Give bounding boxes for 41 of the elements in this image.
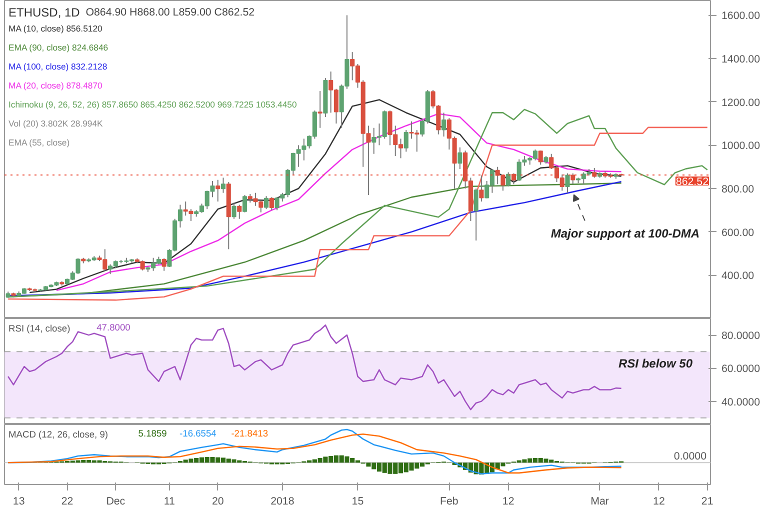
y-tick-label: 80.0000 [722,330,760,342]
text: 5.1859 [138,428,167,438]
annotation: 0.0000 [674,450,707,463]
annotation: EMA (55, close) [8,138,70,148]
x-tick-label: Dec [106,496,126,508]
x-tick-label: 21 [701,496,714,508]
x-tick-label: Feb [440,496,458,508]
series-label: -16.6554 [180,428,216,438]
x-tick-label: 13 [12,496,25,508]
text: RSI (14, close) [8,324,70,334]
annotation: Major support at 100-DMA [550,226,700,241]
y-tick-label: 1600.00 [722,10,760,22]
chart-title: MACD (12, 26, close, 9) [8,430,108,440]
text: MA (20, close) 878.4870 [8,80,103,90]
annotation: RSI below 50 [618,356,693,370]
y-tick-label: 600.00 [722,226,754,239]
y-tick-label: 400.00 [722,270,754,282]
chart-title: ETHUSD, 1D [8,6,80,20]
x-tick-label: 12 [653,496,665,508]
x-tick-label: 20 [212,496,224,508]
x-tick-label: 11 [164,496,176,508]
y-tick-label: 1400.00 [722,54,760,66]
x-tick-label: Mar [590,496,610,508]
y-tick-label: 1200.00 [722,96,760,109]
text: Ichimoku (9, 26, 52, 26) 857.8650 865.4250 862.5200 969.7225 1053.4450 [8,100,297,110]
annotation: Vol (20) 3.802K 28.994K [8,118,104,128]
x-tick-label: 15 [352,496,364,508]
text: EMA (90, close) 824.6846 [8,42,108,52]
y-tick-label: 800.00 [722,184,754,196]
y-tick-label: 1000.00 [722,140,760,152]
series-label: -21.8413 [231,428,268,438]
x-tick-label: 22 [61,496,74,508]
x-tick-label: 12 [502,496,514,508]
text: MA (10, close) 856.5120 [8,24,103,34]
y-tick-label: 40.0000 [722,396,760,408]
ref-line-label: 862.52 [676,176,709,188]
text: O864.90 H868.00 L859.00 C862.52 [86,6,255,18]
y-tick-label: 60.0000 [722,363,760,376]
text: MA (100, close) 832.2128 [8,62,108,72]
x-tick-label: 2018 [270,496,294,508]
series-label: 47.8000 [96,322,130,332]
